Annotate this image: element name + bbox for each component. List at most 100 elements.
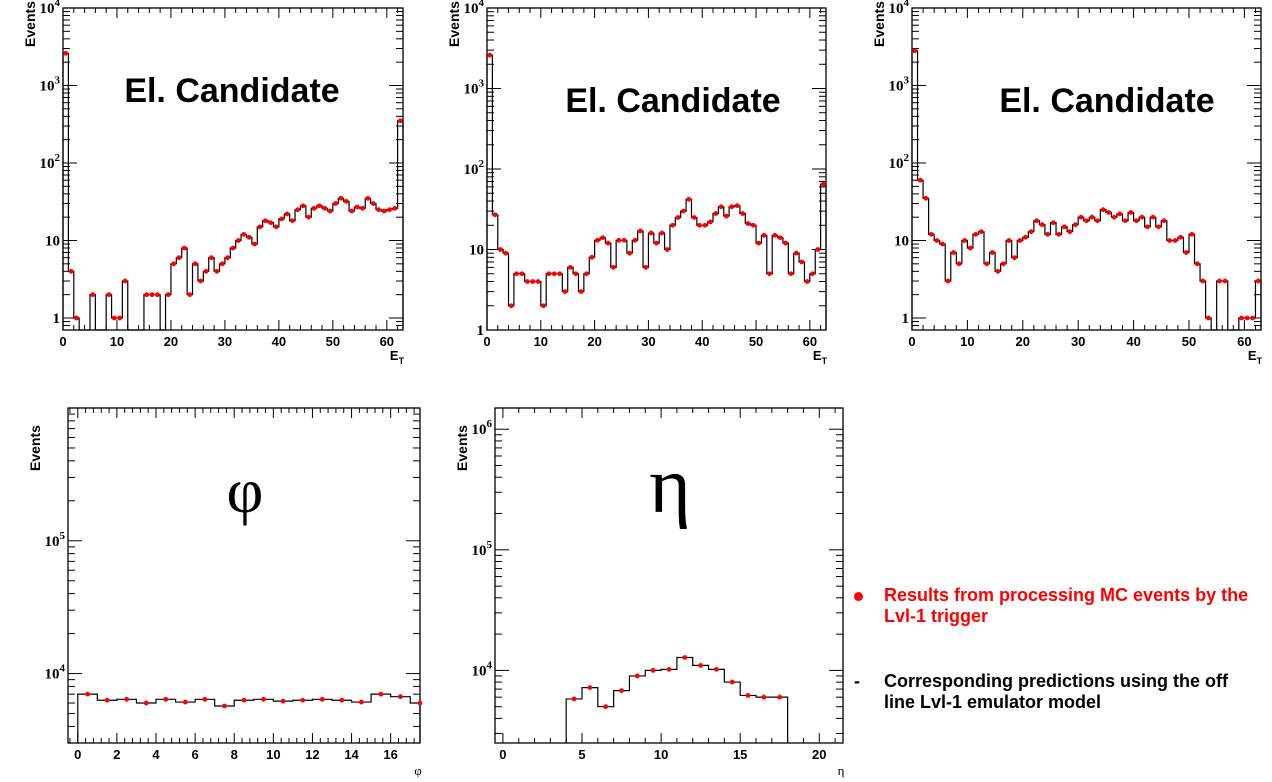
mc-data-point (1161, 218, 1167, 224)
mc-data-point (392, 205, 398, 211)
mc-data-point (1001, 261, 1006, 267)
emulator-histogram-line (77, 693, 421, 743)
mc-data-point (995, 268, 1001, 274)
mc-data-point (230, 245, 236, 251)
mc-data-point (956, 261, 962, 267)
panel-title: El. Candidate (124, 72, 339, 110)
mc-data-point (934, 238, 940, 243)
mc-data-point (973, 231, 979, 237)
mc-data-point (1250, 315, 1256, 321)
mc-data-point (1200, 278, 1206, 284)
panel-title: φ (227, 455, 264, 526)
mc-data-point (1028, 229, 1034, 235)
plot-frame (67, 407, 421, 744)
mc-data-point (319, 696, 325, 702)
mc-data-point (90, 292, 96, 298)
mc-data-point (202, 696, 208, 702)
x-tick-label: 60 (380, 334, 394, 349)
mc-data-point (718, 204, 724, 210)
mc-data-point (648, 230, 654, 236)
plot-frame (911, 7, 1262, 331)
mc-data-point (289, 218, 295, 224)
mc-data-point (632, 237, 638, 243)
mc-data-point (261, 696, 266, 702)
mc-data-point (1045, 231, 1051, 237)
x-tick-label: 30 (641, 334, 655, 349)
mc-data-point (750, 222, 756, 228)
mc-data-point (198, 278, 204, 284)
mc-data-point (106, 292, 112, 298)
plot-frame (494, 407, 844, 744)
mc-data-point (1106, 210, 1112, 215)
mc-data-point (659, 230, 665, 236)
mc-data-point (568, 264, 573, 270)
y-tick-label: 104 (464, 0, 485, 17)
mc-data-point (85, 691, 90, 697)
mc-data-point (246, 234, 252, 240)
mc-data-point (783, 240, 789, 246)
mc-data-point (398, 694, 403, 700)
y-axis-label: Events (27, 425, 43, 471)
mc-data-point (257, 224, 263, 230)
mc-data-point (562, 289, 568, 294)
mc-data-point (514, 271, 519, 277)
mc-data-point (984, 261, 990, 267)
x-axis-label: ET (813, 348, 828, 366)
mc-data-point (530, 279, 536, 284)
mc-data-point (492, 212, 498, 218)
mc-data-point (187, 292, 193, 298)
mc-data-point (376, 207, 382, 213)
mc-data-point (225, 255, 231, 261)
mc-data-point (967, 245, 973, 251)
mc-data-point (767, 271, 772, 277)
mc-data-point (1183, 250, 1189, 255)
mc-data-point (1217, 278, 1222, 284)
y-axis-label: Events (871, 1, 887, 47)
mc-data-point (252, 241, 257, 247)
mc-data-point (578, 289, 584, 294)
x-tick-label: 10 (960, 334, 974, 349)
y-tick-label: 104 (889, 0, 910, 17)
mc-data-point (810, 271, 815, 277)
y-axis-label: Events (22, 1, 38, 47)
y-tick-label: 103 (40, 74, 61, 94)
mc-data-point (761, 694, 767, 700)
y-tick-label: 104 (472, 659, 493, 679)
mc-data-point (163, 696, 169, 702)
mc-data-point (1111, 214, 1117, 220)
y-axis-label: Events (454, 425, 470, 471)
mc-data-point (637, 228, 643, 234)
mc-data-point (295, 207, 301, 213)
x-tick-label: 10 (654, 747, 668, 762)
x-tick-label: 8 (231, 747, 238, 762)
x-axis-label: φ (414, 763, 422, 778)
mc-data-point (487, 52, 493, 58)
mc-data-point (144, 292, 150, 298)
mc-data-point (354, 204, 360, 210)
mc-data-point (241, 697, 247, 703)
mc-data-point (209, 255, 214, 261)
x-tick-label: 4 (152, 747, 160, 762)
x-axis-label: ET (390, 348, 405, 366)
mc-data-point (605, 240, 611, 246)
x-tick-label: 10 (266, 747, 280, 762)
mc-data-point (923, 195, 929, 201)
emulator-histogram-line (486, 54, 827, 330)
mc-data-point (745, 693, 751, 698)
mc-data-point (1073, 222, 1078, 228)
mc-data-point (508, 303, 514, 309)
mc-data-point (519, 271, 525, 277)
y-tick-label: 106 (472, 418, 493, 438)
mc-data-point (729, 204, 735, 210)
mc-data-point (1095, 218, 1100, 224)
mc-data-point (279, 216, 284, 222)
mc-data-point (912, 48, 918, 54)
y-tick-label: 1 (477, 323, 485, 339)
mc-data-point (176, 255, 182, 261)
x-tick-label: 50 (749, 334, 763, 349)
mc-data-point (707, 219, 713, 225)
mc-data-point (1078, 214, 1084, 220)
emulator-histogram-line (565, 656, 789, 743)
